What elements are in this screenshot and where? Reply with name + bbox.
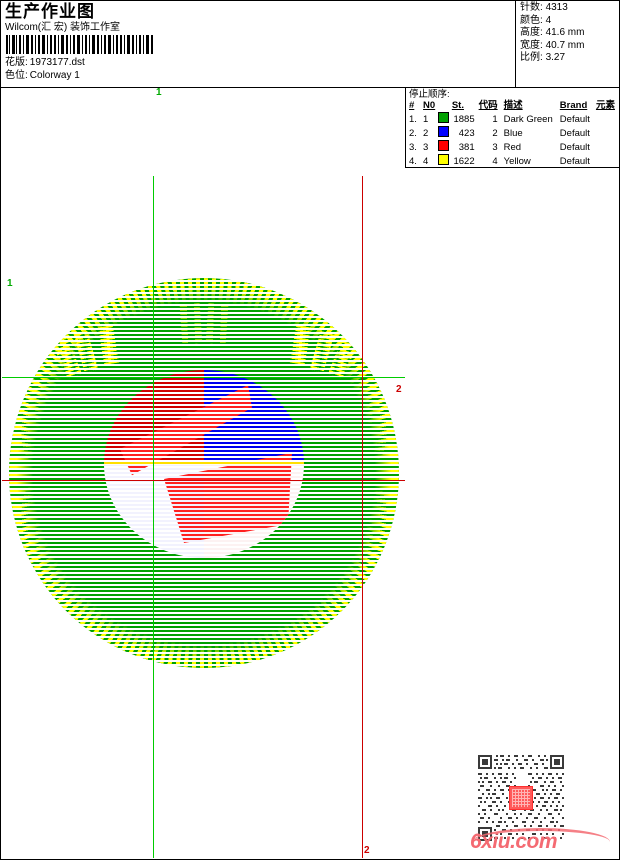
colorway-row: 色位: Colorway 1	[5, 69, 511, 82]
embroidery-design	[9, 278, 399, 668]
border-ray-ring	[9, 278, 399, 668]
color-swatch	[437, 140, 449, 151]
table-row[interactable]: 4. 4 1622 4 Yellow Default	[409, 154, 617, 168]
design-preview-area[interactable]	[1, 88, 405, 858]
scale-value: 3.27	[545, 52, 566, 64]
width-value: 40.7 mm	[545, 39, 585, 51]
scale-row: 比例: 3.27	[520, 52, 620, 65]
header-code: 代码	[478, 100, 498, 111]
cell-swatch	[437, 112, 452, 126]
cell-code: 4	[492, 155, 498, 167]
cell-swatch	[437, 140, 452, 154]
table-row[interactable]: 2. 2 423 2 Blue Default	[409, 126, 617, 140]
site-watermark: 6xiu.com	[466, 828, 616, 854]
color-sequence-table: # N0 St. 代码 描述 Brand 元素 1. 1 1885 1	[409, 100, 617, 168]
cell-code: 3	[492, 141, 498, 153]
cell-no: 1	[423, 113, 429, 125]
header-swatch	[438, 100, 452, 112]
guide-label-bottom: 2	[364, 845, 370, 856]
cell-index: 4.	[409, 155, 417, 167]
page-title: 生产作业图	[5, 2, 95, 21]
header-brand: Brand	[559, 100, 588, 111]
header-no: N0	[423, 100, 436, 111]
design-file-value: 1973177.dst	[29, 57, 85, 68]
qr-center-logo-pattern	[512, 789, 530, 807]
cell-code: 1	[492, 113, 498, 125]
watermark-text: 6xiu.com	[470, 830, 558, 853]
cell-description: Yellow	[503, 155, 531, 167]
cell-description: Dark Green	[503, 113, 553, 125]
cell-index: 1.	[409, 113, 417, 125]
guide-label-right: 2	[396, 384, 402, 395]
qr-center-logo	[509, 786, 533, 810]
header-stitches: St.	[451, 100, 464, 111]
emblem-body	[9, 278, 399, 668]
color-count-label: 颜色:	[520, 14, 543, 26]
color-sequence-title: 停止顺序:	[409, 89, 450, 100]
color-swatch	[437, 154, 449, 165]
stitch-count-value: 4313	[545, 2, 568, 13]
studio-name: Wilcom(汇 宏) 装饰工作室	[5, 22, 120, 33]
watermark-swoosh	[472, 828, 610, 842]
barcode-image	[5, 35, 155, 54]
header-block: 生产作业图 Wilcom(汇 宏) 装饰工作室	[0, 0, 516, 88]
design-file-row: 花版: 1973177.dst	[5, 56, 511, 69]
cell-index: 3.	[409, 141, 417, 153]
cell-description: Blue	[503, 127, 523, 139]
color-sequence-panel: 停止顺序: # N0 St. 代码 描述 Brand 元素 1. 1	[405, 88, 620, 168]
table-header-row: # N0 St. 代码 描述 Brand 元素	[409, 100, 617, 112]
color-count-value: 4	[545, 14, 552, 26]
cell-stitches: 423	[458, 127, 475, 139]
width-label: 宽度:	[520, 39, 543, 51]
cell-element	[596, 140, 617, 154]
cell-element	[596, 154, 617, 168]
height-row: 高度: 41.6 mm	[520, 27, 620, 40]
cell-brand: Default	[559, 113, 590, 125]
cell-element	[596, 126, 617, 140]
cell-brand: Default	[559, 127, 590, 139]
table-row[interactable]: 1. 1 1885 1 Dark Green Default	[409, 112, 617, 126]
cell-code: 2	[492, 127, 498, 139]
cell-stitches: 1622	[453, 155, 475, 167]
cell-stitches: 381	[458, 141, 475, 153]
design-info-panel: 针数: 4313 颜色: 4 高度: 41.6 mm 宽度: 40.7 mm 比…	[516, 0, 620, 88]
header-index: #	[409, 100, 415, 111]
guide-label-left: 1	[7, 278, 13, 289]
cell-no: 4	[423, 155, 429, 167]
stitch-count-row: 针数: 4313	[520, 2, 620, 15]
guide-label-top: 1	[156, 87, 162, 98]
cell-stitches: 1885	[453, 113, 475, 125]
cell-index: 2.	[409, 127, 417, 139]
table-row[interactable]: 3. 3 381 3 Red Default	[409, 140, 617, 154]
cell-swatch	[437, 154, 452, 168]
color-swatch	[437, 126, 449, 137]
design-file-label: 花版:	[5, 57, 28, 68]
cell-description: Red	[503, 141, 522, 153]
cell-brand: Default	[559, 141, 590, 153]
colorway-label: 色位:	[5, 70, 28, 81]
cell-no: 2	[423, 127, 429, 139]
color-count-row: 颜色: 4	[520, 15, 620, 28]
cell-swatch	[437, 126, 452, 140]
width-row: 宽度: 40.7 mm	[520, 40, 620, 53]
cell-no: 3	[423, 141, 429, 153]
color-swatch	[437, 112, 449, 123]
height-label: 高度:	[520, 27, 543, 39]
colorway-value: Colorway 1	[29, 70, 80, 81]
header-element: 元素	[595, 100, 615, 111]
header-description: 描述	[503, 100, 523, 111]
scale-label: 比例:	[520, 52, 543, 64]
height-value: 41.6 mm	[545, 27, 585, 39]
stitch-count-label: 针数:	[520, 2, 543, 13]
cell-element	[596, 112, 617, 126]
cell-brand: Default	[559, 155, 590, 167]
